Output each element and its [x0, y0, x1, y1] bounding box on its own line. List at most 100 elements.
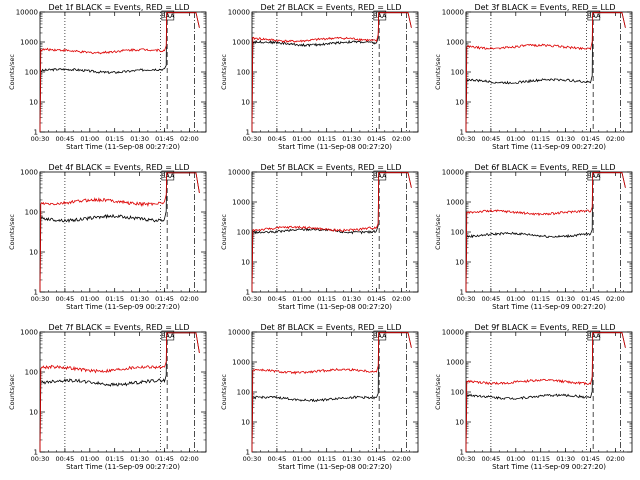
x-tick-label: 01:00 — [506, 295, 525, 303]
x-tick-label: 00:30 — [243, 455, 262, 463]
lld-series-line — [39, 332, 200, 453]
events-series-line — [465, 172, 626, 293]
x-tick-label: 00:45 — [482, 295, 501, 303]
chart-title: Det 1f BLACK = Events, RED = LLD — [48, 3, 189, 12]
y-tick-label: 1000 — [20, 39, 38, 47]
x-tick-label: 01:00 — [506, 455, 525, 463]
saa-annotation: SAA — [161, 332, 175, 340]
y-tick-label: 10 — [241, 419, 250, 427]
chart-title: Det 4f BLACK = Events, RED = LLD — [48, 163, 189, 172]
x-tick-label: 01:45 — [367, 135, 386, 143]
lld-series-line — [39, 12, 200, 133]
x-tick-label: 01:15 — [531, 455, 550, 463]
y-tick-label: 10000 — [228, 329, 250, 337]
saa-box — [587, 10, 601, 21]
y-tick-label: 100 — [451, 389, 464, 397]
x-tick-label: 00:30 — [31, 135, 50, 143]
y-tick-label: 100 — [237, 69, 250, 77]
y-axis-label: Counts/sec — [8, 54, 16, 90]
y-tick-label: 1 — [246, 129, 250, 137]
y-axis-label: Counts/sec — [434, 54, 442, 90]
x-tick-label: 00:45 — [56, 135, 75, 143]
x-tick-label: 02:00 — [606, 135, 625, 143]
x-tick-label: 02:00 — [392, 135, 411, 143]
y-tick-label: 1 — [34, 289, 38, 297]
y-tick-label: 100 — [25, 69, 38, 77]
x-tick-label: 00:45 — [56, 295, 75, 303]
x-tick-label: 01:00 — [292, 295, 311, 303]
x-tick-label: 00:45 — [268, 455, 287, 463]
x-tick-label: 01:30 — [342, 455, 361, 463]
x-tick-label: 01:15 — [317, 135, 336, 143]
x-tick-label: 01:30 — [556, 135, 575, 143]
y-tick-label: 100 — [25, 209, 38, 217]
y-tick-label: 10 — [455, 99, 464, 107]
x-tick-label: 00:30 — [243, 135, 262, 143]
x-tick-label: 01:15 — [531, 295, 550, 303]
x-tick-label: 01:45 — [581, 455, 600, 463]
x-tick-label: 01:30 — [130, 135, 149, 143]
x-tick-label: 01:45 — [581, 295, 600, 303]
y-tick-label: 10 — [241, 99, 250, 107]
lld-series-line — [465, 332, 626, 453]
y-tick-label: 1000 — [20, 329, 38, 337]
x-tick-label: 00:45 — [268, 135, 287, 143]
y-tick-label: 1000 — [232, 199, 250, 207]
x-tick-label: 01:45 — [155, 295, 174, 303]
x-tick-label: 00:30 — [457, 295, 476, 303]
x-tick-label: 00:45 — [268, 295, 287, 303]
y-tick-label: 1 — [246, 289, 250, 297]
x-axis-label: Start Time (11-Sep-09 00:27:20) — [492, 303, 606, 311]
x-tick-label: 02:00 — [606, 455, 625, 463]
chart-title: Det 3f BLACK = Events, RED = LLD — [474, 3, 615, 12]
x-tick-label: 01:45 — [155, 135, 174, 143]
events-series-line — [465, 332, 626, 453]
x-axis-label: Start Time (11-Sep-08 00:27:20) — [66, 143, 180, 151]
saa-box — [587, 170, 601, 181]
x-tick-label: 01:15 — [105, 455, 124, 463]
saa-annotation: SAA — [373, 172, 387, 180]
chart-title: Det 5f BLACK = Events, RED = LLD — [260, 163, 401, 172]
chart-panel-5: Det 5f BLACK = Events, RED = LLD 1 10 100 10… — [220, 163, 419, 311]
chart-panel-6: Det 6f BLACK = Events, RED = LLD 1 10 100 10… — [434, 163, 633, 311]
chart-panel-1: Det 1f BLACK = Events, RED = LLD 1 10 100 10… — [8, 3, 207, 151]
y-tick-label: 1 — [460, 449, 464, 457]
y-tick-label: 1 — [460, 289, 464, 297]
y-tick-label: 10 — [29, 99, 38, 107]
y-tick-label: 10000 — [228, 169, 250, 177]
chart-panel-9: Det 9f BLACK = Events, RED = LLD 1 10 100 10… — [434, 323, 633, 471]
saa-box — [161, 330, 175, 341]
y-tick-label: 1 — [34, 129, 38, 137]
x-axis-label: Start Time (11-Sep-08 00:27:20) — [278, 463, 392, 471]
events-series-line — [251, 12, 412, 133]
y-tick-label: 100 — [237, 389, 250, 397]
y-axis-label: Counts/sec — [220, 54, 228, 90]
chart-title: Det 6f BLACK = Events, RED = LLD — [474, 163, 615, 172]
y-tick-label: 100 — [25, 369, 38, 377]
saa-annotation: SAA — [161, 172, 175, 180]
x-tick-label: 02:00 — [392, 455, 411, 463]
x-tick-label: 01:15 — [317, 295, 336, 303]
x-axis-label: Start Time (11-Sep-09 00:27:20) — [66, 303, 180, 311]
events-series-line — [251, 172, 412, 293]
x-tick-label: 01:15 — [531, 135, 550, 143]
y-tick-label: 100 — [451, 69, 464, 77]
events-series-line — [39, 12, 200, 133]
saa-box — [373, 330, 387, 341]
y-tick-label: 1000 — [446, 39, 464, 47]
saa-box — [373, 10, 387, 21]
events-series-line — [465, 12, 626, 133]
x-tick-label: 01:30 — [556, 295, 575, 303]
x-tick-label: 00:30 — [31, 295, 50, 303]
lld-series-line — [465, 12, 626, 133]
chart-panel-7: Det 7f BLACK = Events, RED = LLD 1 10 100 10… — [8, 323, 207, 471]
y-tick-label: 1000 — [232, 359, 250, 367]
chart-title: Det 7f BLACK = Events, RED = LLD — [48, 323, 189, 332]
x-tick-label: 00:30 — [31, 455, 50, 463]
lld-series-line — [251, 172, 412, 293]
x-tick-label: 01:00 — [80, 295, 99, 303]
events-series-line — [39, 172, 200, 293]
chart-panel-8: Det 8f BLACK = Events, RED = LLD 1 10 100 10… — [220, 323, 419, 471]
x-tick-label: 01:15 — [105, 135, 124, 143]
